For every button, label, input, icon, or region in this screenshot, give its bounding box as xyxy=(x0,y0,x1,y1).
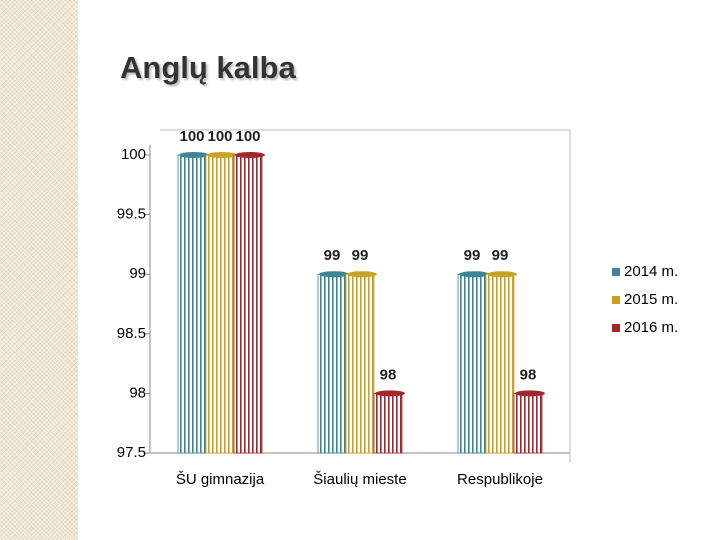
bar xyxy=(485,273,515,454)
bar xyxy=(317,273,347,454)
value-label: 99 xyxy=(464,247,481,264)
value-label: 100 xyxy=(207,128,232,145)
value-label: 99 xyxy=(352,247,369,264)
value-label: 98 xyxy=(380,366,397,383)
bar-cap xyxy=(235,152,265,158)
bar xyxy=(373,392,403,454)
bar xyxy=(513,392,543,454)
chart-title: Anglų kalba xyxy=(120,50,296,85)
legend-swatch xyxy=(612,296,620,304)
bar-cap xyxy=(459,271,489,278)
value-label: 99 xyxy=(324,247,341,264)
bar xyxy=(177,154,207,454)
bar xyxy=(345,273,375,454)
value-label: 100 xyxy=(179,128,204,145)
y-tick-label: 99.5 xyxy=(117,206,146,223)
bar xyxy=(233,154,263,454)
y-tick-label: 97.5 xyxy=(117,444,146,461)
bar-cap xyxy=(347,271,377,278)
legend-label: 2015 m. xyxy=(624,291,678,308)
y-tick-label: 99 xyxy=(129,265,146,282)
value-label: 100 xyxy=(235,128,260,145)
bar xyxy=(205,154,235,454)
bar-cap xyxy=(319,271,349,278)
legend-label: 2016 m. xyxy=(624,319,678,336)
bar-cap xyxy=(179,152,209,158)
decor-strip xyxy=(0,0,78,540)
value-label: 98 xyxy=(520,366,537,383)
y-tick-label: 98.5 xyxy=(117,325,146,342)
legend-swatch xyxy=(612,324,620,332)
bar-cap xyxy=(375,390,405,397)
x-tick-label: ŠU gimnazija xyxy=(176,471,265,488)
bar xyxy=(457,273,487,454)
legend-swatch xyxy=(612,268,620,276)
bar-cap xyxy=(487,271,517,278)
value-label: 99 xyxy=(492,247,509,264)
x-tick-label: Respublikoje xyxy=(457,471,543,488)
bar-cap xyxy=(515,390,545,397)
x-tick-label: Šiaulių mieste xyxy=(313,471,406,488)
y-tick-label: 100 xyxy=(121,146,146,163)
y-tick-label: 98 xyxy=(129,384,146,401)
legend-label: 2014 m. xyxy=(624,263,678,280)
bar-cap xyxy=(207,152,237,158)
